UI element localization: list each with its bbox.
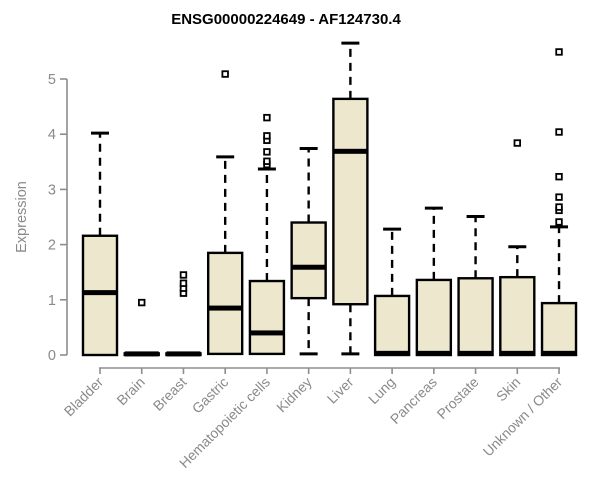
y-tick-label: 3 <box>48 182 56 198</box>
outlier-point <box>179 279 188 287</box>
median-line <box>416 350 451 356</box>
outlier-point <box>513 139 521 147</box>
median-line <box>458 350 493 356</box>
x-tick-label: Kidney <box>273 374 315 416</box>
x-tick-label: Lung <box>365 374 398 407</box>
x-tick-label: Liver <box>324 374 357 407</box>
box-breast: Breast <box>150 271 202 414</box>
outlier-point <box>179 271 188 279</box>
y-tick-label: 5 <box>48 72 56 88</box>
box-rect <box>373 294 411 357</box>
box-rect <box>540 301 578 357</box>
median-line <box>375 350 410 356</box>
outlier-point <box>555 128 563 136</box>
median-line <box>333 148 368 154</box>
x-tick-label: Bladder <box>61 374 107 420</box>
median-line <box>124 351 159 357</box>
median-line <box>291 264 326 270</box>
x-tick-label: Brain <box>113 374 147 408</box>
box-rect <box>457 277 494 357</box>
median-line <box>500 350 535 356</box>
outlier-point <box>221 70 229 78</box>
outlier-point <box>555 218 563 226</box>
outlier-point <box>263 157 271 165</box>
box-bladder: Bladder <box>61 131 119 420</box>
median-line <box>249 330 284 336</box>
outlier-point <box>555 173 563 181</box>
box-rect <box>415 278 453 357</box>
outlier-point <box>138 298 146 307</box>
median-line <box>208 305 243 311</box>
x-tick-label: Breast <box>150 374 190 414</box>
box-rect <box>81 234 119 357</box>
outlier-point <box>555 48 563 56</box>
box-liver: Liver <box>324 41 369 407</box>
x-tick-label: Prostate <box>434 374 482 422</box>
median-line <box>542 350 577 356</box>
x-tick-label: Unknown / Other <box>480 374 566 460</box>
median-line <box>166 351 201 357</box>
box-skin: Skin <box>493 139 536 405</box>
outlier-point <box>263 148 271 156</box>
outlier-point <box>555 193 563 201</box>
box-lung: Lung <box>365 227 411 407</box>
y-tick-label: 0 <box>48 348 56 364</box>
box-rect <box>499 275 536 357</box>
box-rect <box>290 221 327 300</box>
y-tick-label: 2 <box>48 238 56 254</box>
x-tick-label: Skin <box>493 374 524 405</box>
y-tick-label: 1 <box>48 293 56 309</box>
box-rect <box>332 97 369 306</box>
outlier-point <box>555 203 563 211</box>
y-tick-label: 4 <box>48 127 56 143</box>
box-rect <box>206 251 244 356</box>
chart-title: ENSG00000224649 - AF124730.4 <box>171 11 401 28</box>
box-brain: Brain <box>113 298 160 408</box>
outlier-point <box>263 132 271 140</box>
median-line <box>83 290 117 296</box>
box-gastric: Gastric <box>189 70 244 416</box>
outlier-point <box>263 113 271 122</box>
box-rect <box>248 279 286 356</box>
box-unknown-other: Unknown / Other <box>480 48 578 460</box>
